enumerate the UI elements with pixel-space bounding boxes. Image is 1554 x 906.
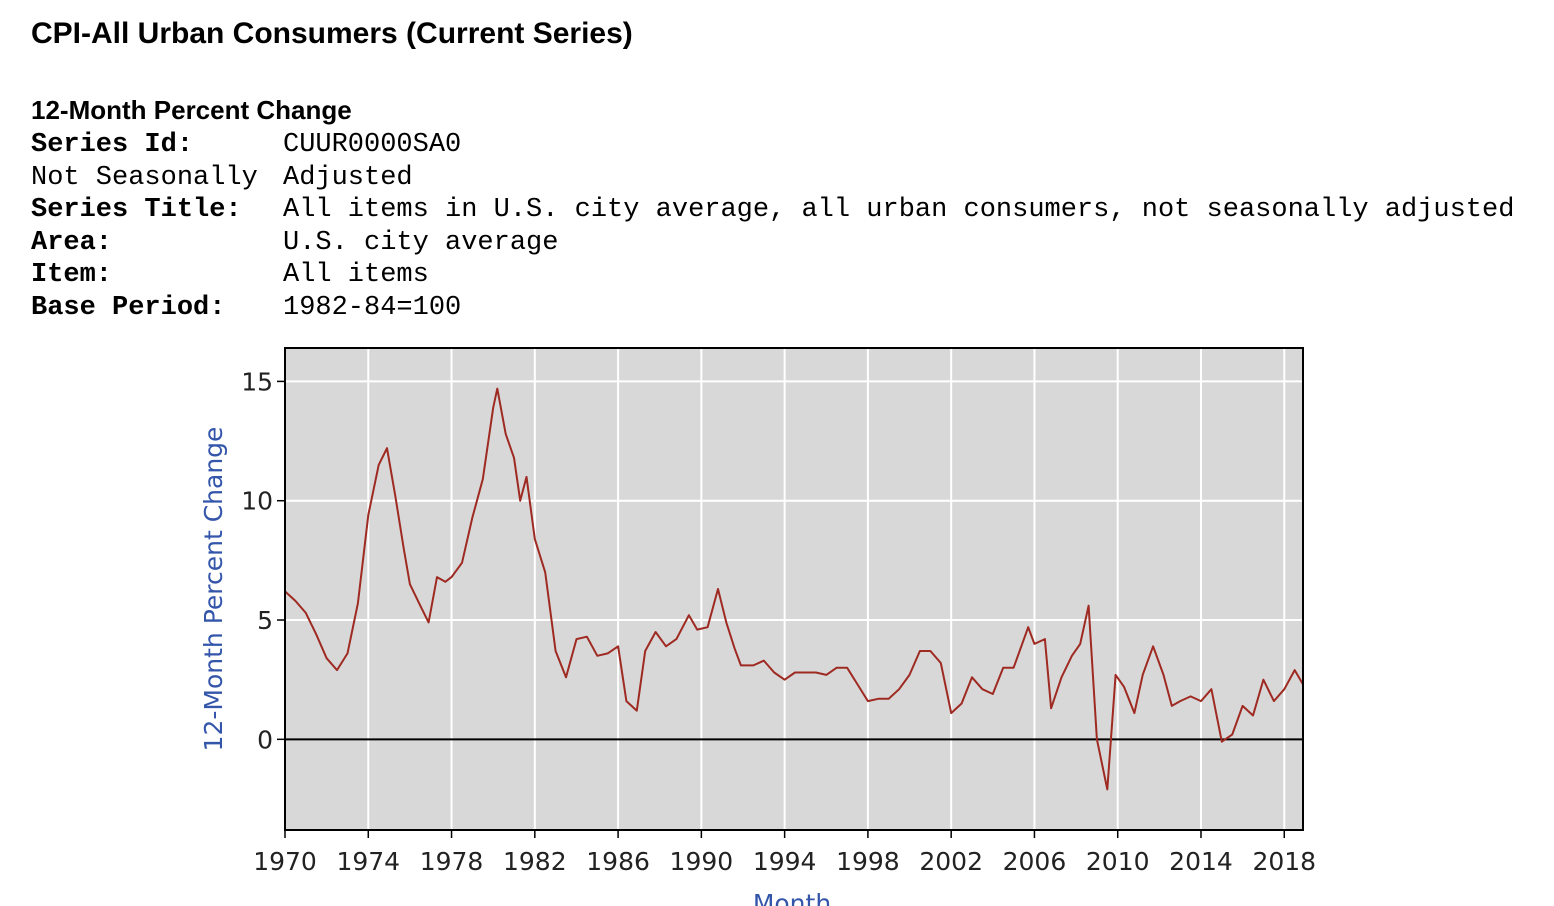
y-tick-label: 10 bbox=[241, 487, 273, 516]
field-label: Base Period: bbox=[31, 293, 225, 323]
subtitle: 12-Month Percent Change bbox=[31, 95, 352, 125]
x-tick-label: 1990 bbox=[670, 847, 734, 876]
field-label: Series Title: bbox=[31, 195, 242, 225]
x-tick-label: 2018 bbox=[1252, 847, 1316, 876]
field-value: All items bbox=[283, 260, 429, 290]
field-value: 1982-84=100 bbox=[283, 293, 461, 323]
x-tick-label: 2006 bbox=[1003, 847, 1067, 876]
field-label: Item: bbox=[31, 260, 112, 290]
x-tick-label: 1994 bbox=[753, 847, 817, 876]
x-tick-label: 2010 bbox=[1086, 847, 1150, 876]
y-tick-label: 0 bbox=[257, 725, 273, 754]
field-value: All items in U.S. city average, all urba… bbox=[283, 195, 1514, 225]
x-tick-label: 1986 bbox=[586, 847, 650, 876]
field-label: Not Seasonally bbox=[31, 163, 258, 193]
x-axis-label: Month bbox=[753, 889, 831, 906]
chart: 1970 1974 1978 1982 1986 1990 1994 1998 2002 2006… bbox=[241, 347, 1316, 876]
x-tick-label: 1970 bbox=[253, 847, 317, 876]
x-tick-label: 2002 bbox=[919, 847, 983, 876]
title: CPI-All Urban Consumers (Current Series) bbox=[31, 17, 633, 50]
y-tick-label: 5 bbox=[257, 606, 273, 635]
field-label: Area: bbox=[31, 228, 112, 258]
plot-area bbox=[285, 348, 1303, 830]
plot-frame bbox=[284, 347, 1304, 831]
x-tick-label: 2014 bbox=[1169, 847, 1233, 876]
x-tick-label: 1978 bbox=[420, 847, 484, 876]
field-label: Series Id: bbox=[31, 130, 193, 160]
x-tick-label: 1974 bbox=[336, 847, 400, 876]
x-tick-label: 1982 bbox=[503, 847, 567, 876]
x-tick-label: 1998 bbox=[836, 847, 900, 876]
data-line bbox=[284, 387, 1304, 791]
field-value: CUUR0000SA0 bbox=[283, 130, 461, 160]
field-value: U.S. city average bbox=[283, 228, 558, 258]
y-axis-label: 12-Month Percent Change bbox=[199, 427, 228, 752]
field-value: Adjusted bbox=[283, 163, 413, 193]
y-tick-label: 15 bbox=[241, 367, 273, 396]
